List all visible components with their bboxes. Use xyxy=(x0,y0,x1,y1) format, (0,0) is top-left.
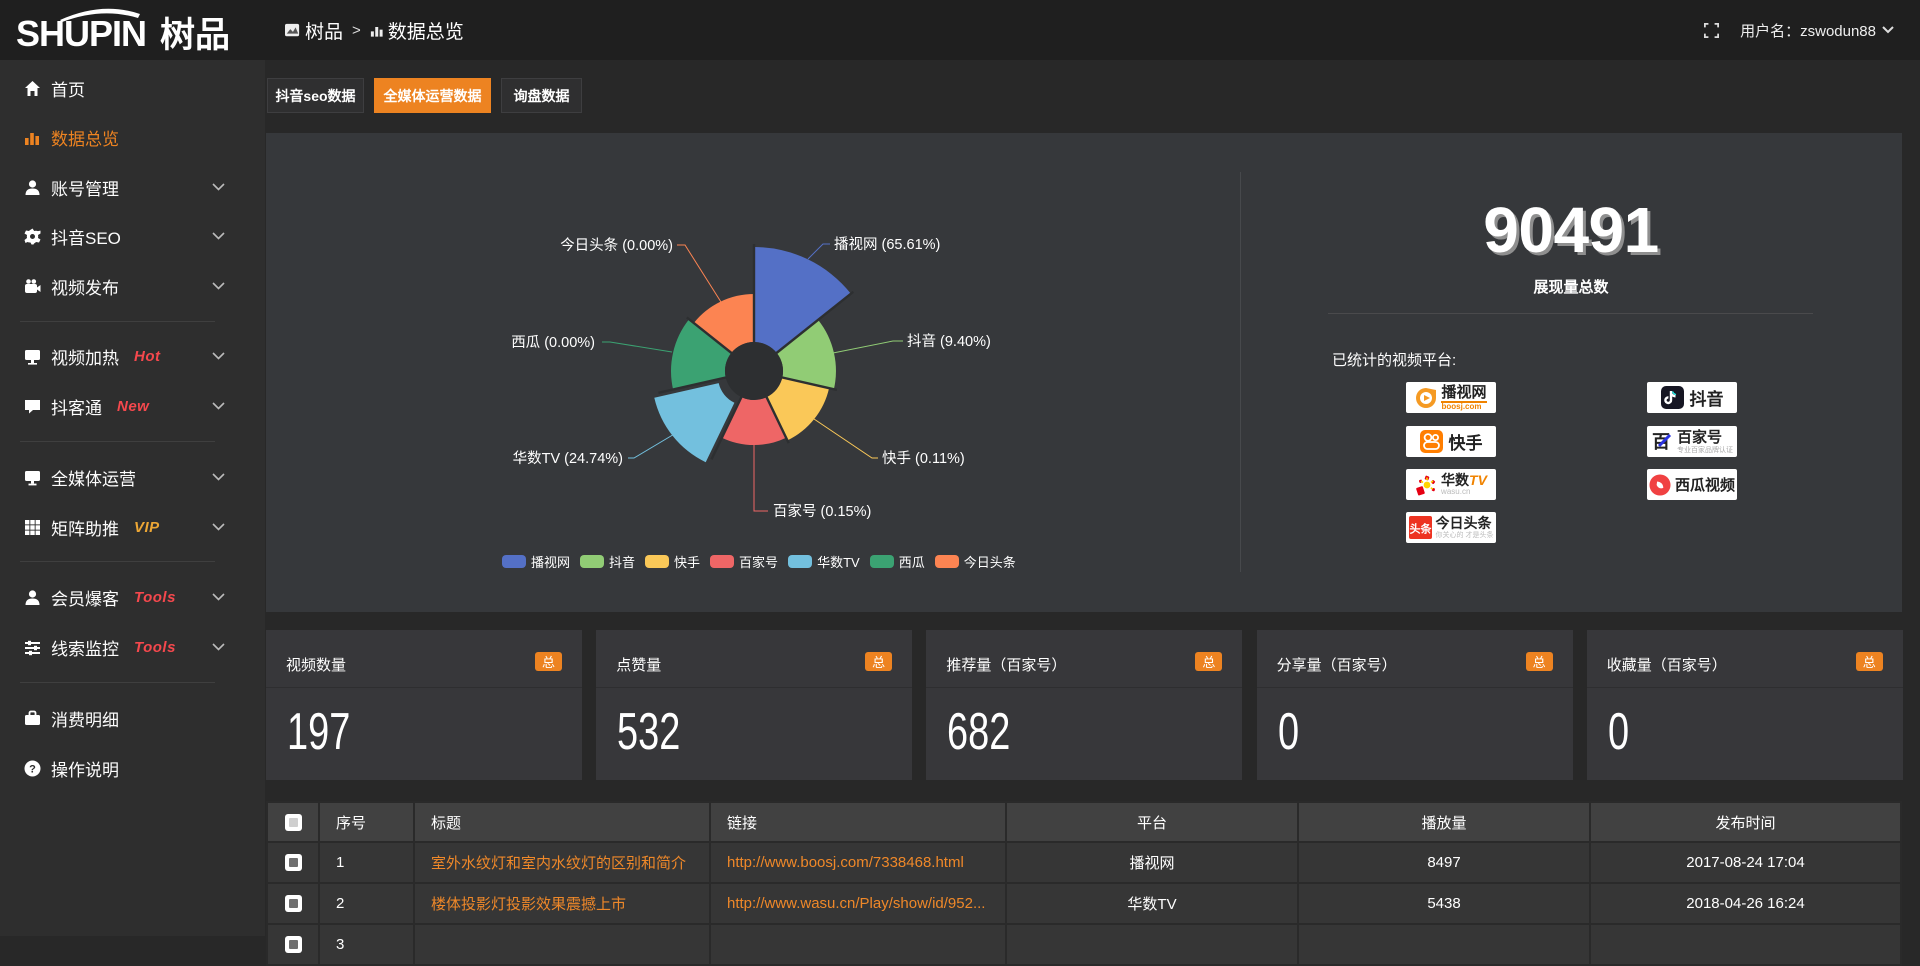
svg-text:华数TV (24.74%): 华数TV (24.74%) xyxy=(513,450,623,467)
svg-text:头条: 头条 xyxy=(1409,522,1432,536)
svg-text:树品: 树品 xyxy=(160,16,230,55)
svg-text:百家号 (0.15%): 百家号 (0.15%) xyxy=(773,503,871,520)
svg-text:今日头条 (0.00%): 今日头条 (0.00%) xyxy=(560,237,673,254)
svg-text:快手 (0.11%): 快手 (0.11%) xyxy=(882,450,965,467)
svg-text:西瓜 (0.00%): 西瓜 (0.00%) xyxy=(511,335,595,351)
svg-text:SHUPIN: SHUPIN xyxy=(16,13,146,54)
svg-text:抖音 (9.40%): 抖音 (9.40%) xyxy=(907,333,991,350)
svg-text:?: ? xyxy=(29,763,36,775)
svg-text:播视网 (65.61%): 播视网 (65.61%) xyxy=(834,236,940,253)
